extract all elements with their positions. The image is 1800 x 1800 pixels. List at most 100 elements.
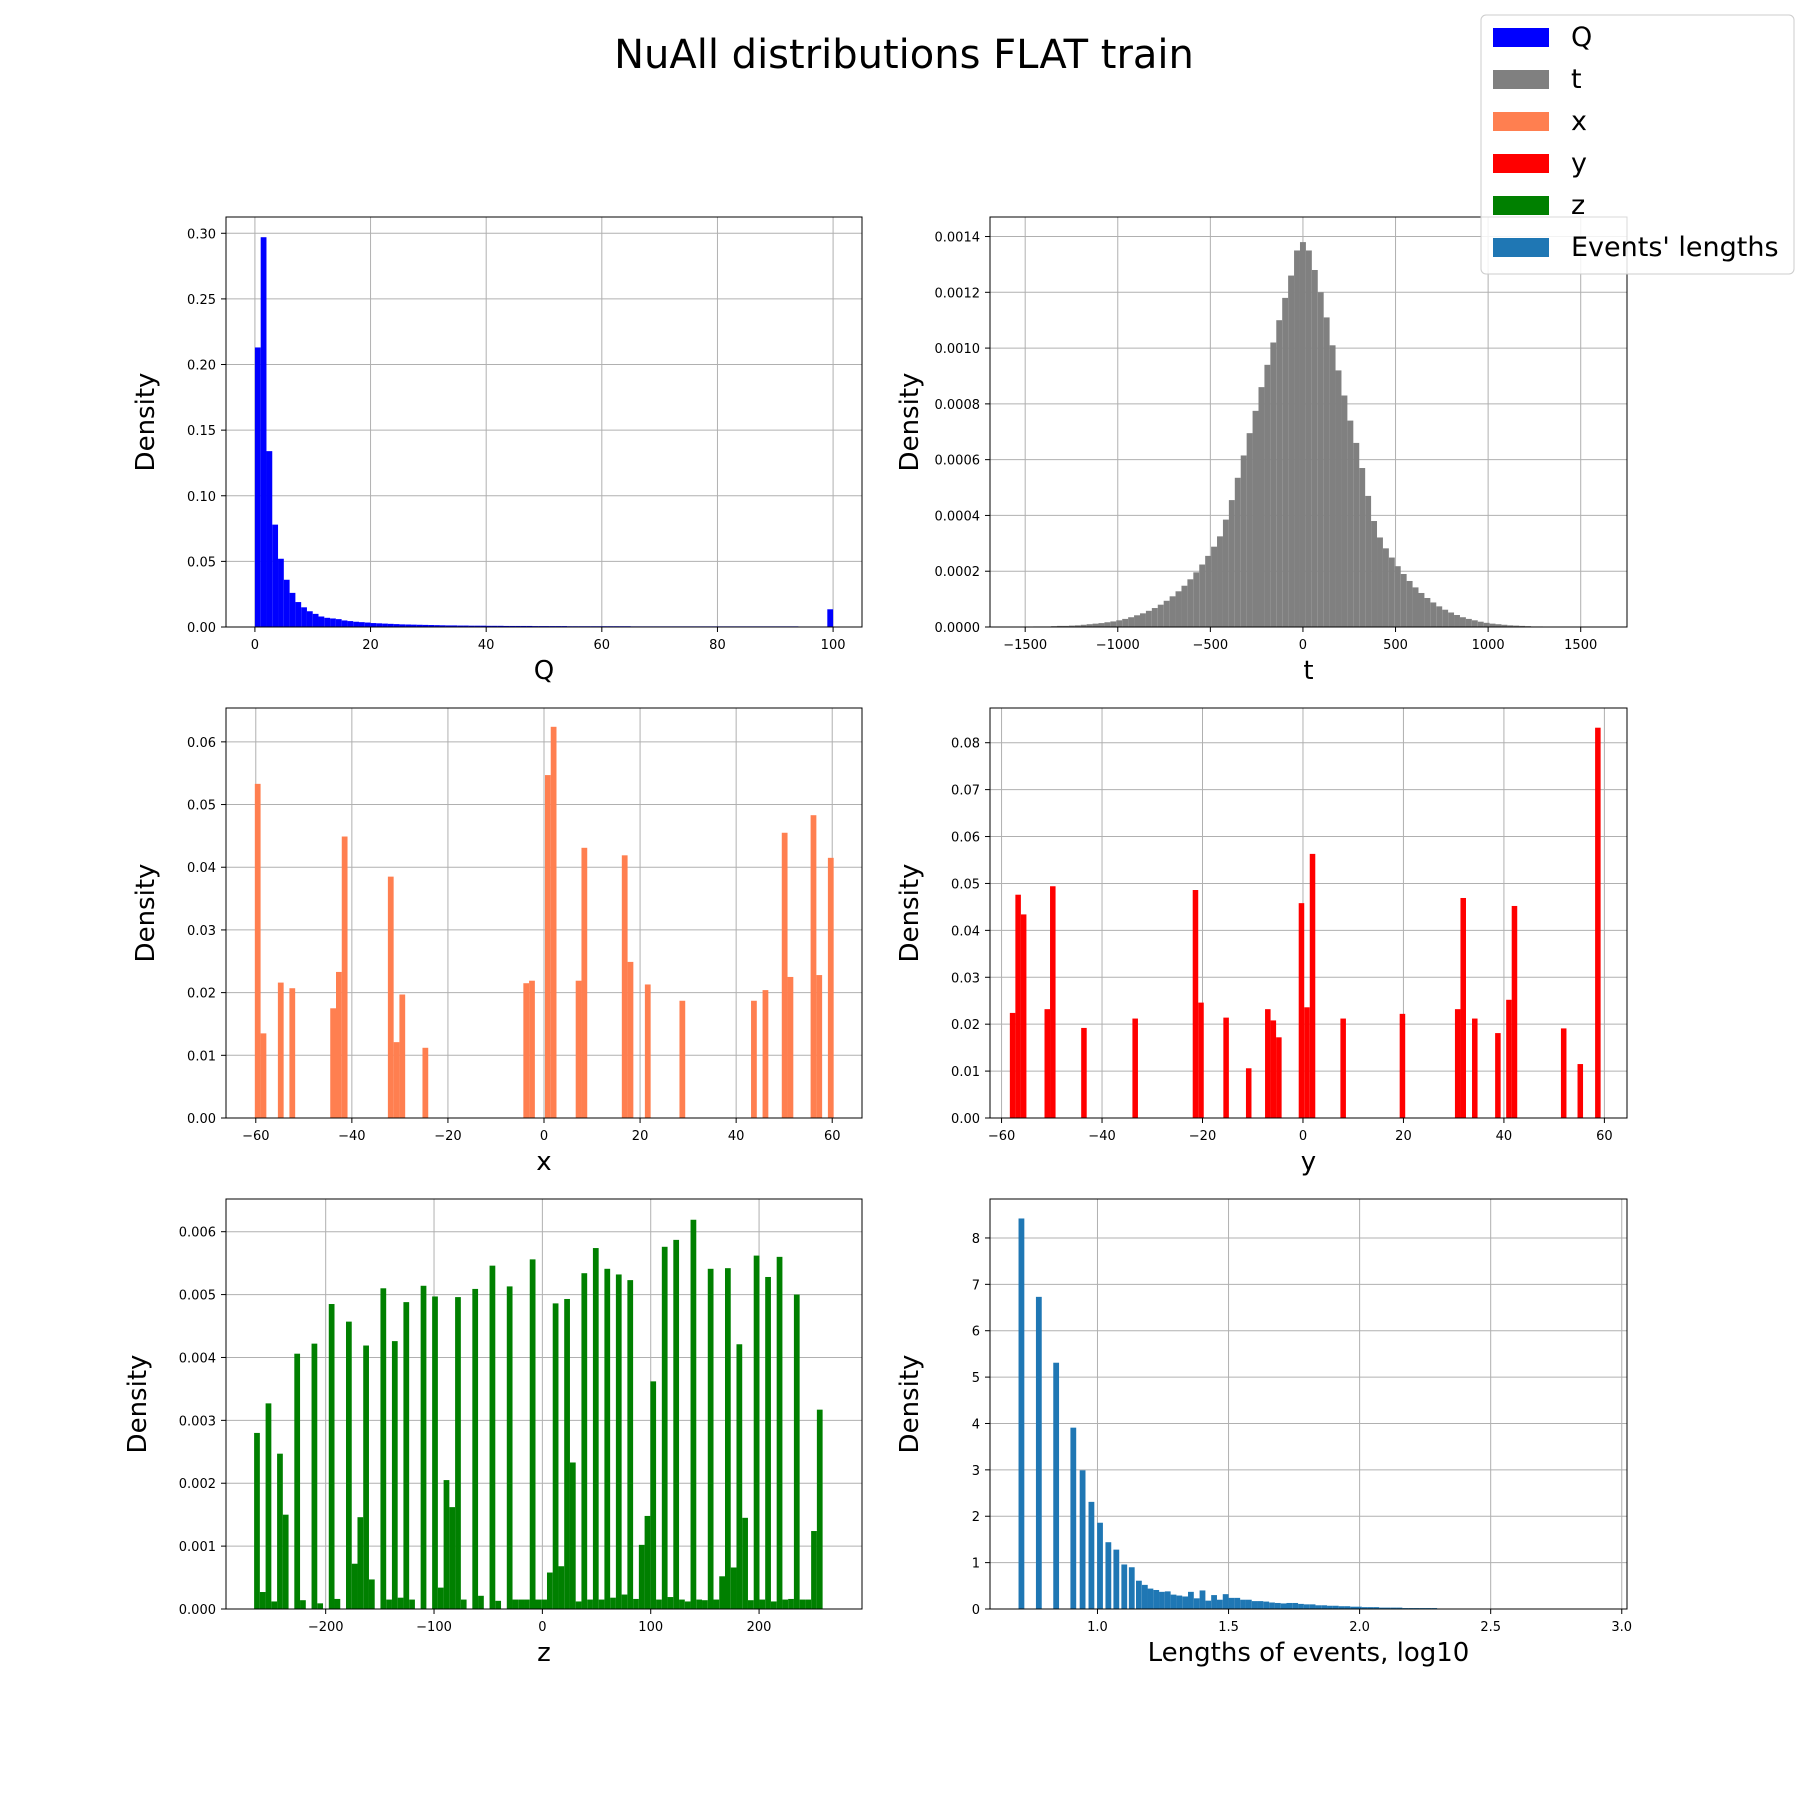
histogram-bar bbox=[357, 1517, 364, 1609]
histogram-bar bbox=[254, 783, 261, 1118]
legend-swatch bbox=[1493, 196, 1549, 215]
histogram-bar bbox=[1153, 1589, 1160, 1609]
histogram-bar bbox=[1088, 1501, 1095, 1609]
histogram-bar bbox=[393, 624, 400, 627]
histogram-bar bbox=[1471, 620, 1478, 627]
x-tick-label: 0 bbox=[1299, 1129, 1307, 1144]
histogram-bar bbox=[1176, 1595, 1183, 1609]
y-tick-label: 0.003 bbox=[179, 1414, 216, 1429]
legend-label: t bbox=[1571, 64, 1582, 95]
histogram-bar bbox=[1459, 617, 1466, 627]
x-tick-label: 80 bbox=[709, 638, 726, 653]
histogram-bar bbox=[380, 1288, 387, 1609]
histogram-bar bbox=[1020, 914, 1027, 1118]
histogram-bar bbox=[656, 1599, 662, 1609]
histogram-bar bbox=[827, 857, 834, 1118]
histogram-bar bbox=[1240, 455, 1247, 627]
histogram-bar bbox=[581, 847, 588, 1118]
y-tick-label: 0.02 bbox=[187, 987, 216, 1002]
histogram-bar bbox=[1347, 420, 1354, 627]
histogram-bar bbox=[793, 1294, 800, 1609]
histogram-bar bbox=[1245, 1068, 1252, 1118]
y-tick-label: 0.00 bbox=[951, 1112, 980, 1127]
histogram-bar bbox=[271, 1601, 278, 1609]
histogram-bar bbox=[318, 616, 325, 627]
histogram-bar bbox=[495, 1600, 502, 1609]
legend-frame bbox=[1480, 14, 1795, 275]
histogram-bar bbox=[351, 1563, 358, 1609]
axes-frame bbox=[989, 1198, 1628, 1610]
x-tick-label: 40 bbox=[728, 1129, 745, 1144]
histogram-bar bbox=[1294, 250, 1300, 627]
histogram-bar bbox=[816, 975, 823, 1118]
histogram-bar bbox=[650, 1381, 657, 1609]
y-tick-label: 3 bbox=[972, 1464, 980, 1479]
histogram-bar bbox=[328, 1304, 335, 1609]
histogram-bar bbox=[1199, 1590, 1206, 1609]
x-tick-label: −40 bbox=[338, 1129, 365, 1144]
histogram-bar bbox=[439, 625, 446, 627]
histogram-bar bbox=[1286, 1602, 1293, 1609]
histogram-bar bbox=[544, 775, 551, 1118]
histogram-bar bbox=[558, 1566, 565, 1609]
histogram-bar bbox=[713, 1599, 720, 1609]
histogram-bar bbox=[1424, 597, 1431, 627]
x-tick-label: 2.0 bbox=[1349, 1620, 1370, 1635]
grid-lines bbox=[226, 217, 862, 628]
histogram-bar bbox=[598, 1599, 605, 1609]
legend-item: t bbox=[1493, 64, 1582, 95]
histogram-bar bbox=[1323, 317, 1330, 627]
histogram-bar bbox=[324, 617, 331, 627]
subplot-3: −60 −40 −20 0 20 40 60 0.00 0.01 0.02 0.03 0.04 0.05… bbox=[131, 707, 863, 1177]
histogram-bar bbox=[463, 625, 469, 627]
legend-label: Q bbox=[1571, 22, 1592, 53]
x-tick-label: 20 bbox=[1395, 1129, 1412, 1144]
histogram-bar bbox=[644, 1515, 651, 1609]
y-tick-label: 6 bbox=[972, 1325, 980, 1340]
x-tick-label: 0 bbox=[538, 1620, 546, 1635]
x-tick-label: 100 bbox=[638, 1620, 663, 1635]
histogram-bar bbox=[1122, 618, 1129, 627]
histogram-bar bbox=[443, 1480, 450, 1609]
y-tick-label: 4 bbox=[972, 1417, 980, 1432]
histogram-bar bbox=[403, 1302, 410, 1609]
legend-label: x bbox=[1571, 106, 1587, 137]
y-tick-label: 0.0008 bbox=[935, 398, 981, 413]
histogram-bar bbox=[1309, 1604, 1316, 1609]
y-tick-label: 5 bbox=[972, 1371, 980, 1386]
histogram-bar bbox=[363, 1345, 369, 1609]
y-axis-label: Density bbox=[131, 864, 161, 963]
histogram-bar bbox=[690, 1219, 697, 1609]
histogram-bar bbox=[742, 1517, 748, 1609]
histogram-bar bbox=[422, 624, 429, 627]
histogram-bar bbox=[1175, 591, 1182, 627]
histogram-bar bbox=[1465, 618, 1472, 627]
histogram-bar bbox=[345, 1321, 352, 1609]
histogram-bar bbox=[1501, 624, 1508, 627]
histogram-bar bbox=[449, 1507, 456, 1609]
histogram-bar bbox=[506, 1286, 513, 1609]
figure-title: NuAll distributions FLAT train bbox=[614, 32, 1194, 78]
histogram-bar bbox=[1205, 555, 1212, 627]
histogram-bar bbox=[581, 1273, 588, 1609]
histogram-bar bbox=[497, 625, 504, 627]
x-tick-label: 1500 bbox=[1564, 638, 1597, 653]
histogram-bar bbox=[753, 1255, 760, 1609]
y-tick-label: 0.0010 bbox=[935, 342, 981, 357]
histogram-bar bbox=[1081, 1027, 1087, 1118]
histogram-bar bbox=[564, 1298, 570, 1609]
histogram-bar bbox=[535, 1599, 542, 1609]
histogram-bar bbox=[1367, 1607, 1374, 1609]
y-tick-label: 0.000 bbox=[179, 1603, 216, 1618]
y-tick-label: 0.20 bbox=[187, 359, 216, 374]
histogram-bar bbox=[1074, 625, 1081, 627]
histogram-bar bbox=[1390, 1607, 1397, 1609]
histogram-bar bbox=[489, 1265, 496, 1609]
histogram-bar bbox=[1418, 592, 1425, 627]
histogram-bar bbox=[503, 625, 510, 627]
y-tick-label: 0.03 bbox=[951, 971, 980, 986]
y-tick-label: 0.004 bbox=[179, 1351, 216, 1366]
histogram-bar bbox=[370, 623, 377, 627]
x-tick-label: −60 bbox=[988, 1129, 1015, 1144]
histogram-bar bbox=[1169, 596, 1176, 627]
